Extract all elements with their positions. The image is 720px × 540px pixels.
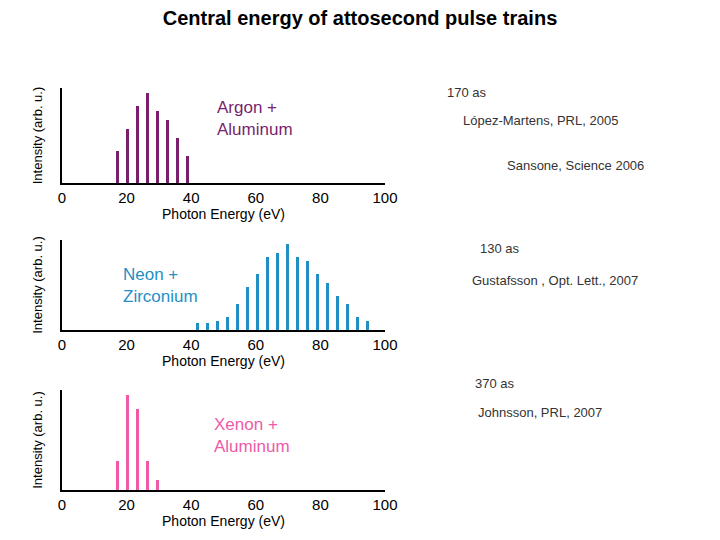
svg-text:370 as: 370 as — [475, 376, 515, 391]
svg-text:100: 100 — [372, 336, 397, 353]
svg-text:80: 80 — [312, 496, 329, 513]
svg-text:40: 40 — [183, 189, 200, 206]
svg-text:Xenon +Aluminum: Xenon +Aluminum — [214, 415, 290, 456]
svg-text:40: 40 — [183, 336, 200, 353]
svg-text:Sansone, Science 2006: Sansone, Science 2006 — [507, 158, 644, 173]
svg-text:60: 60 — [247, 496, 264, 513]
svg-text:López-Martens, PRL, 2005: López-Martens, PRL, 2005 — [463, 113, 618, 128]
svg-text:Intensity (arb. u.): Intensity (arb. u.) — [30, 87, 45, 185]
svg-text:20: 20 — [118, 189, 135, 206]
svg-text:Central energy of attosecond p: Central energy of attosecond pulse train… — [163, 7, 558, 29]
svg-text:0: 0 — [58, 496, 66, 513]
svg-text:Photon Energy (eV): Photon Energy (eV) — [162, 513, 285, 529]
svg-text:Gustafsson , Opt. Lett., 2007: Gustafsson , Opt. Lett., 2007 — [472, 273, 638, 288]
svg-text:0: 0 — [58, 189, 66, 206]
svg-text:Intensity (arb. u.): Intensity (arb. u.) — [30, 391, 45, 489]
svg-text:60: 60 — [247, 189, 264, 206]
svg-text:Johnsson, PRL, 2007: Johnsson, PRL, 2007 — [478, 405, 602, 420]
svg-text:130 as: 130 as — [480, 241, 520, 256]
svg-text:100: 100 — [372, 189, 397, 206]
svg-text:Intensity (arb. u.): Intensity (arb. u.) — [30, 236, 45, 334]
svg-text:60: 60 — [247, 336, 264, 353]
svg-text:Photon Energy (eV): Photon Energy (eV) — [162, 206, 285, 222]
svg-text:80: 80 — [312, 189, 329, 206]
svg-text:170 as: 170 as — [447, 85, 487, 100]
svg-text:80: 80 — [312, 336, 329, 353]
svg-text:Neon +Zirconium: Neon +Zirconium — [123, 265, 198, 306]
svg-text:100: 100 — [372, 496, 397, 513]
svg-text:Argon +Aluminum: Argon +Aluminum — [217, 98, 293, 139]
svg-text:0: 0 — [58, 336, 66, 353]
svg-text:20: 20 — [118, 336, 135, 353]
svg-text:Photon Energy (eV): Photon Energy (eV) — [162, 353, 285, 369]
svg-text:40: 40 — [183, 496, 200, 513]
svg-text:20: 20 — [118, 496, 135, 513]
